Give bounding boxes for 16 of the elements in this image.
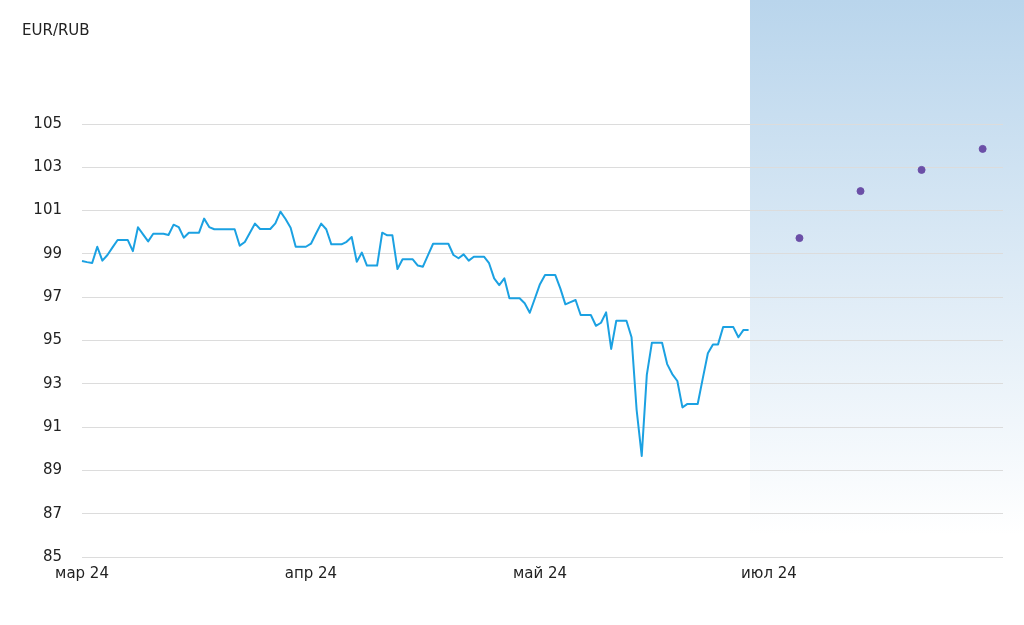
y-tick-label: 87 (42, 503, 62, 522)
y-tick-label: 89 (42, 460, 62, 479)
x-tick-label: мар 24 (55, 563, 109, 582)
y-axis-title: EUR/RUB (22, 20, 90, 39)
y-tick-label: 99 (42, 243, 62, 262)
y-tick-label: 103 (33, 157, 62, 176)
y-tick-label: 105 (33, 113, 62, 132)
y-tick-label: 97 (42, 287, 62, 306)
x-tick-label: апр 24 (284, 563, 338, 582)
x-tick-label: июл 24 (741, 563, 797, 582)
y-tick-label: 85 (42, 546, 62, 565)
y-tick-label: 95 (42, 330, 62, 349)
x-tick-label: май 24 (512, 563, 568, 582)
y-tick-label: 101 (33, 200, 62, 219)
y-tick-label: 93 (42, 373, 62, 392)
y-tick-label: 91 (42, 416, 62, 435)
